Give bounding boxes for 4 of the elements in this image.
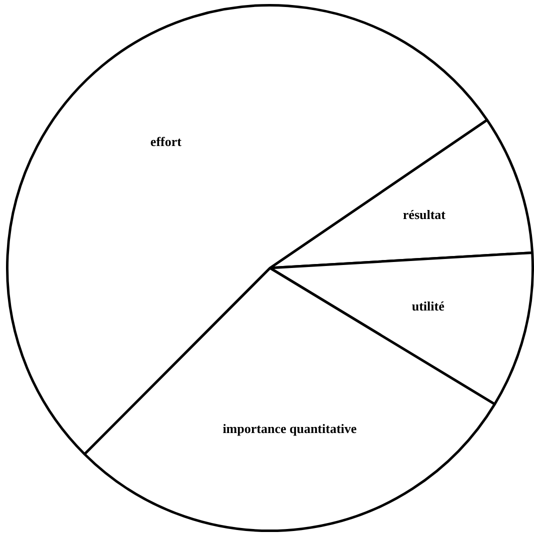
slice-label: effort bbox=[150, 134, 182, 150]
slice-label: utilité bbox=[412, 298, 445, 314]
slice-label: importance quantitative bbox=[222, 421, 357, 436]
slice-label: résultat bbox=[402, 206, 446, 222]
